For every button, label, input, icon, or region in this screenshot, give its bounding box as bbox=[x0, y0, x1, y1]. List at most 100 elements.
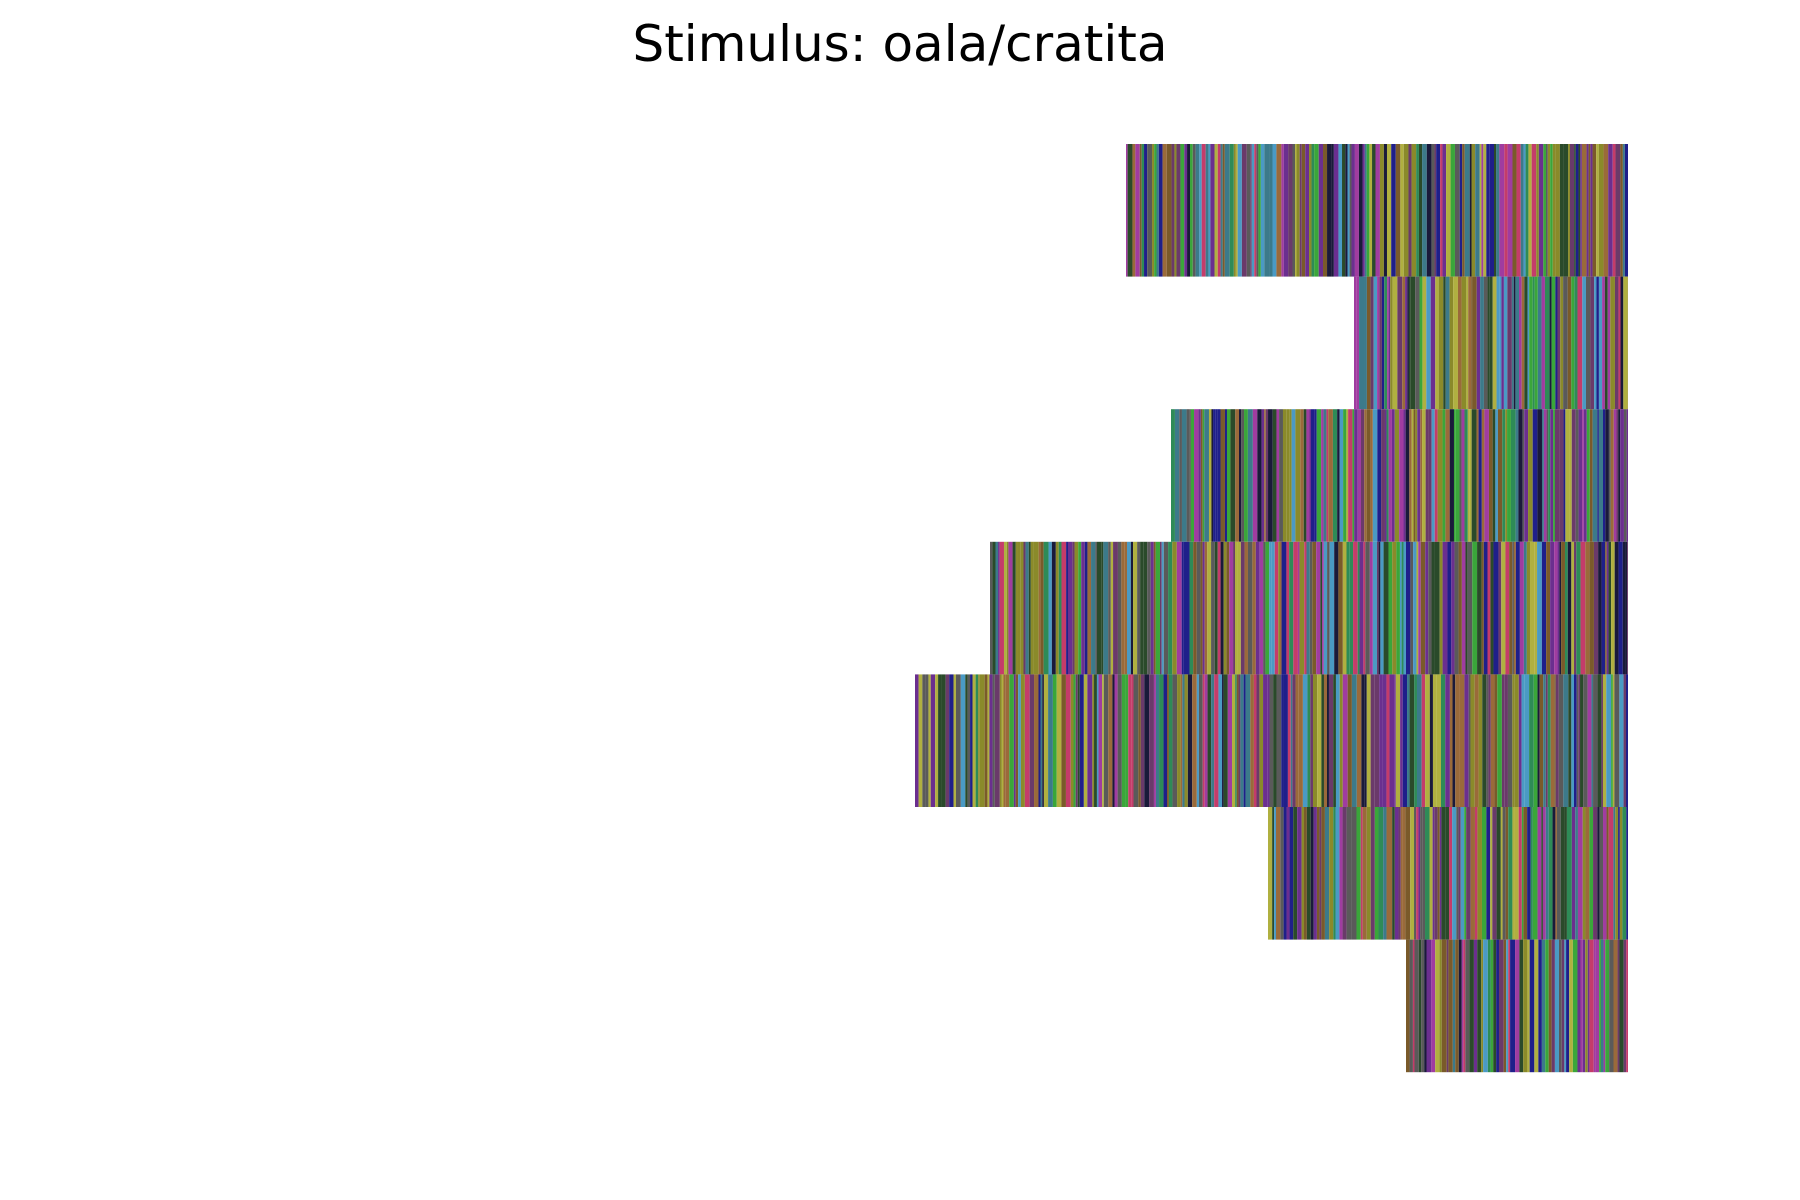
stripe bbox=[1482, 409, 1485, 542]
stripe bbox=[1128, 674, 1131, 807]
stripe bbox=[1073, 674, 1075, 807]
stripe bbox=[1535, 277, 1538, 410]
stripe bbox=[1003, 674, 1005, 807]
stripe bbox=[1263, 542, 1265, 675]
stripe bbox=[1604, 940, 1606, 1073]
stripe bbox=[1201, 409, 1203, 542]
stripe bbox=[1550, 409, 1553, 542]
stripe bbox=[1289, 542, 1293, 675]
stripe bbox=[1599, 940, 1601, 1073]
stripe bbox=[1486, 807, 1490, 940]
stripe bbox=[1554, 542, 1557, 675]
stripe bbox=[928, 674, 930, 807]
stripe bbox=[1390, 277, 1392, 410]
stripe bbox=[1547, 409, 1549, 542]
stripe bbox=[1514, 277, 1516, 410]
stripe bbox=[1598, 542, 1601, 675]
stripe bbox=[1218, 144, 1221, 277]
stripe bbox=[1527, 542, 1530, 675]
stripe bbox=[1490, 277, 1493, 410]
stripe bbox=[1092, 674, 1094, 807]
stripe bbox=[1519, 674, 1522, 807]
stripe bbox=[1527, 807, 1530, 940]
stripe bbox=[1453, 277, 1458, 410]
stripe bbox=[1238, 144, 1242, 277]
stripe bbox=[1494, 144, 1496, 277]
stripe bbox=[1534, 542, 1537, 675]
stripe bbox=[1270, 674, 1274, 807]
stripe bbox=[1039, 674, 1041, 807]
stripe bbox=[1317, 807, 1320, 940]
stripe bbox=[1141, 674, 1144, 807]
stripe bbox=[1560, 144, 1563, 277]
stripe bbox=[1337, 409, 1340, 542]
stripe bbox=[1416, 807, 1418, 940]
stripe bbox=[1194, 409, 1198, 542]
stripe bbox=[1290, 409, 1292, 542]
stripe bbox=[1392, 542, 1396, 675]
stripe bbox=[1280, 542, 1282, 675]
stripe bbox=[1589, 144, 1591, 277]
stripe bbox=[1461, 807, 1465, 940]
stripe bbox=[1507, 277, 1512, 410]
stripe bbox=[1549, 940, 1552, 1073]
stripe bbox=[1053, 674, 1057, 807]
stripe bbox=[1519, 277, 1522, 410]
stripe bbox=[1580, 674, 1583, 807]
stripe bbox=[1597, 409, 1599, 542]
stripe bbox=[1624, 409, 1627, 542]
stripe bbox=[1437, 674, 1441, 807]
stripe bbox=[1260, 542, 1263, 675]
stripe bbox=[1266, 409, 1268, 542]
stripe bbox=[1329, 674, 1333, 807]
stripe bbox=[1176, 144, 1180, 277]
stripe bbox=[1414, 674, 1417, 807]
stripe bbox=[1599, 409, 1603, 542]
stripe bbox=[1288, 674, 1291, 807]
stripe bbox=[1443, 542, 1448, 675]
stripe bbox=[1353, 542, 1358, 675]
stripe bbox=[1159, 674, 1163, 807]
stripe bbox=[1356, 807, 1360, 940]
stripe bbox=[1477, 409, 1479, 542]
stripe bbox=[1113, 542, 1118, 675]
stripe bbox=[1351, 144, 1354, 277]
heatmap-row-1 bbox=[1126, 144, 1628, 277]
stripe bbox=[1609, 542, 1612, 675]
stripe bbox=[1438, 409, 1443, 542]
stripe bbox=[1488, 542, 1491, 675]
stripe bbox=[1448, 940, 1452, 1073]
stripe bbox=[1620, 807, 1623, 940]
stripe bbox=[1223, 144, 1225, 277]
stripe bbox=[1024, 542, 1026, 675]
stripe bbox=[1605, 277, 1608, 410]
stripe bbox=[1333, 807, 1335, 940]
stripe bbox=[1621, 277, 1624, 410]
stripe bbox=[1506, 807, 1509, 940]
stripe bbox=[1222, 674, 1224, 807]
stripe bbox=[1367, 807, 1371, 940]
stripe bbox=[1367, 674, 1371, 807]
stripe bbox=[1500, 277, 1502, 410]
stripe bbox=[1446, 144, 1451, 277]
stripe bbox=[1422, 409, 1426, 542]
stripe bbox=[1441, 807, 1445, 940]
stripe bbox=[1576, 542, 1580, 675]
stripe bbox=[1262, 409, 1265, 542]
stripe bbox=[1274, 807, 1276, 940]
stripe bbox=[1595, 940, 1599, 1073]
stripe bbox=[1040, 542, 1043, 675]
stripe bbox=[1405, 807, 1410, 940]
stripe bbox=[1164, 542, 1168, 675]
stripe bbox=[1179, 409, 1182, 542]
stripe bbox=[1471, 277, 1473, 410]
stripe bbox=[1042, 674, 1044, 807]
stripe bbox=[1584, 409, 1587, 542]
stripe bbox=[1394, 674, 1396, 807]
stripe bbox=[1516, 409, 1519, 542]
stripe bbox=[1515, 807, 1519, 940]
stripe bbox=[1203, 542, 1205, 675]
stripe bbox=[1085, 542, 1088, 675]
stripe bbox=[1524, 409, 1528, 542]
stripe bbox=[1234, 144, 1236, 277]
